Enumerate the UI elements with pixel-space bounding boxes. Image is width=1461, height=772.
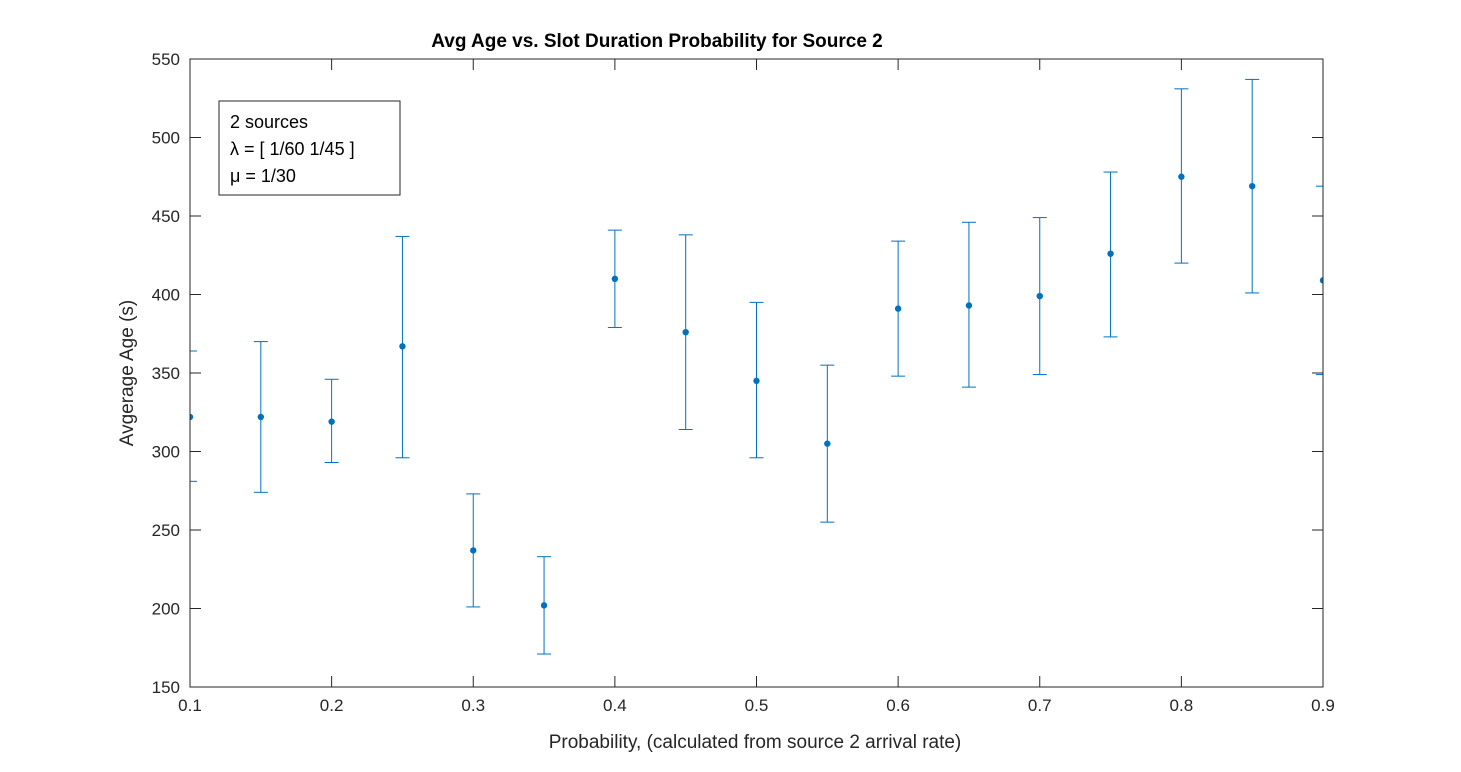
x-axis-label: Probability, (calculated from source 2 a… — [549, 732, 962, 753]
data-point-group — [607, 229, 622, 328]
y-tick-label: 450 — [152, 207, 180, 226]
data-point-group — [820, 364, 835, 523]
y-tick-label: 350 — [152, 364, 180, 383]
x-tick-label: 0.6 — [886, 696, 910, 715]
x-tick-label: 0.7 — [1028, 696, 1052, 715]
data-point-group — [1245, 78, 1260, 294]
data-point — [1319, 277, 1323, 284]
data-point — [1248, 182, 1256, 190]
axes: 0.1 0.2 0.3 0.4 0.5 0.6 0.7 0.8 0.9 150 200 250 300 3… — [152, 50, 1335, 715]
data-point-group — [253, 341, 268, 493]
legend-line-lambda: λ = [ 1/60 1/45 ] — [230, 139, 355, 159]
data-point — [894, 305, 902, 312]
data-point — [1036, 292, 1043, 300]
data-point — [753, 377, 760, 385]
data-point — [611, 275, 619, 282]
x-tick-label: 0.5 — [745, 696, 769, 715]
data-point — [470, 547, 477, 554]
x-tick-label: 0.1 — [178, 696, 202, 715]
data-point — [965, 302, 973, 309]
x-tick-label: 0.4 — [603, 696, 627, 715]
y-tick-label: 400 — [152, 286, 180, 305]
data-point-group — [466, 493, 481, 608]
data-point-group — [891, 240, 906, 377]
data-point-group — [749, 301, 764, 459]
y-tick-label: 150 — [152, 678, 180, 697]
data-point — [190, 413, 194, 421]
y-tick-label: 300 — [152, 443, 180, 462]
data-point-group — [961, 221, 976, 388]
data-point-group — [1103, 171, 1118, 338]
data-point — [540, 602, 548, 609]
legend-frame — [218, 100, 401, 196]
data-point — [682, 328, 689, 336]
data-point — [1107, 250, 1114, 257]
data-marks — [190, 78, 1323, 655]
data-point-group — [1316, 185, 1323, 376]
x-tick-label: 0.8 — [1170, 696, 1194, 715]
data-point-group — [190, 350, 197, 482]
legend-line-mu: μ = 1/30 — [230, 166, 296, 186]
data-point — [1178, 173, 1185, 180]
data-point-group — [537, 556, 552, 655]
data-point-group — [395, 235, 410, 459]
y-tick-label: 250 — [152, 521, 180, 540]
data-point — [257, 413, 265, 421]
data-point-group — [1032, 217, 1047, 376]
data-point-group — [324, 378, 339, 463]
x-tick-label: 0.3 — [461, 696, 485, 715]
y-tick-label: 550 — [152, 50, 180, 69]
x-tick-label: 0.2 — [320, 696, 344, 715]
data-point — [328, 418, 335, 425]
legend-box: 2 sources λ = [ 1/60 1/45 ] μ = 1/30 — [218, 100, 401, 196]
y-axis-label: Avgerage Age (s) — [117, 300, 138, 446]
data-point-group — [1174, 88, 1189, 264]
legend-line-sources: 2 sources — [230, 112, 308, 132]
y-tick-label: 500 — [152, 129, 180, 148]
chart-title: Avg Age vs. Slot Duration Probability fo… — [431, 31, 883, 52]
data-point-group — [678, 234, 693, 431]
x-tick-label: 0.9 — [1311, 696, 1335, 715]
data-point — [399, 343, 406, 350]
data-point — [824, 440, 831, 447]
y-tick-label: 200 — [152, 600, 180, 619]
